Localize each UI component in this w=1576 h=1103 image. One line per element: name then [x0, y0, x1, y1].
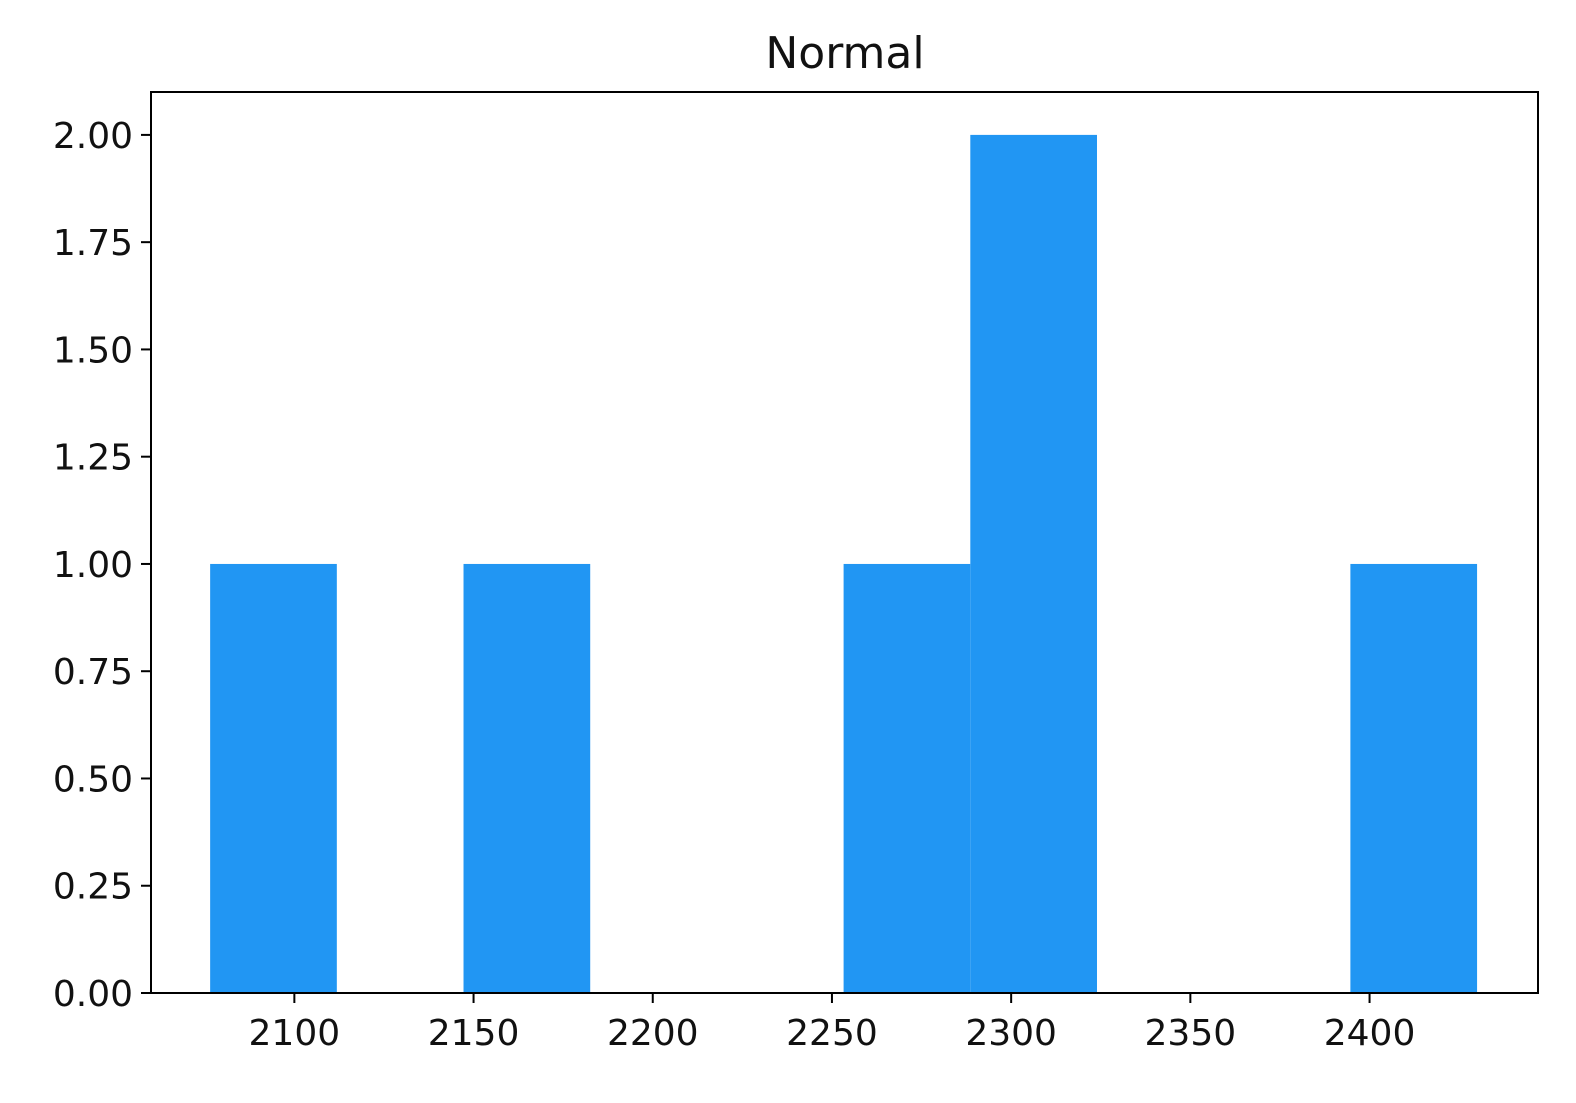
- y-tick-label-7: 1.75: [53, 223, 133, 264]
- y-tick-label-0: 0.00: [53, 974, 133, 1015]
- y-tick-label-2: 0.50: [53, 759, 133, 800]
- x-tick-label-4: 2300: [965, 1013, 1057, 1054]
- x-tick-label-3: 2250: [786, 1013, 878, 1054]
- y-axis: 0.00 0.25 0.50 0.75 1.00 1.25 1.50 1.75 2.00: [53, 116, 151, 1015]
- x-tick-label-1: 2150: [428, 1013, 520, 1054]
- y-tick-label-4: 1.00: [53, 545, 133, 586]
- histogram-bar-5: [843, 563, 971, 993]
- y-tick-label-5: 1.25: [53, 438, 133, 479]
- y-tick-label-1: 0.25: [53, 867, 133, 908]
- histogram-bar-0: [210, 563, 337, 993]
- x-tick-label-2: 2200: [607, 1013, 699, 1054]
- x-tick-label-5: 2350: [1145, 1013, 1237, 1054]
- histogram-bar-2: [463, 563, 591, 993]
- chart-title: Normal: [765, 28, 924, 79]
- x-tick-label-6: 2400: [1324, 1013, 1416, 1054]
- x-tick-label-0: 2100: [249, 1013, 341, 1054]
- y-tick-label-3: 0.75: [53, 652, 133, 693]
- x-axis: 2100 2150 2200 2250 2300 2350 2400: [249, 993, 1416, 1054]
- bars-group: [210, 134, 1478, 993]
- histogram-bar-9: [1350, 563, 1478, 993]
- y-tick-label-8: 2.00: [53, 116, 133, 157]
- plot-frame: [150, 91, 1539, 994]
- y-tick-label-6: 1.50: [53, 330, 133, 371]
- histogram-bar-6: [970, 134, 1097, 993]
